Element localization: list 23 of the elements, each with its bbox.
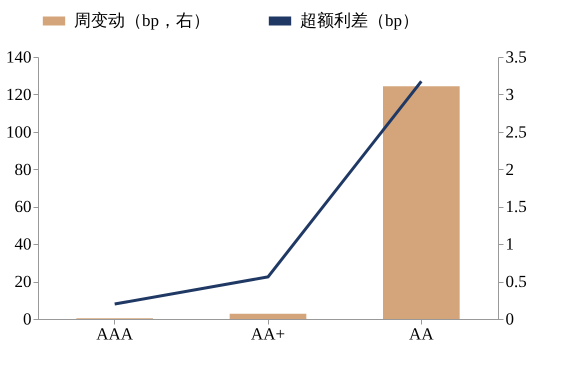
y2-tick-label: 3.5: [506, 48, 527, 66]
y-tick-label: 100: [6, 122, 32, 142]
y2-tick-label: 3: [506, 84, 514, 104]
bar: [230, 314, 306, 319]
y2-tick-label: 1.5: [506, 197, 527, 216]
y2-tick-label: 0.5: [506, 272, 527, 292]
y-tick-label: 60: [14, 197, 32, 216]
bar: [383, 86, 460, 319]
x-tick-label: AA+: [250, 324, 286, 344]
legend-label: 周变动（bp，右）: [74, 11, 210, 30]
y-tick-label: 120: [6, 84, 32, 104]
y2-tick-label: 0: [506, 310, 514, 328]
y2-tick-label: 2: [506, 160, 514, 179]
y-tick-label: 80: [14, 160, 32, 179]
y-tick-label: 0: [23, 310, 32, 328]
x-tick-label: AAA: [96, 324, 134, 344]
y2-tick-label: 2.5: [506, 122, 527, 142]
x-tick-label: AA: [409, 324, 434, 344]
y-tick-label: 40: [14, 234, 32, 254]
y-tick-label: 140: [6, 48, 32, 66]
legend-label: 超额利差（bp）: [300, 11, 419, 30]
y2-tick-label: 1: [506, 234, 514, 254]
y-tick-label: 20: [14, 272, 32, 292]
